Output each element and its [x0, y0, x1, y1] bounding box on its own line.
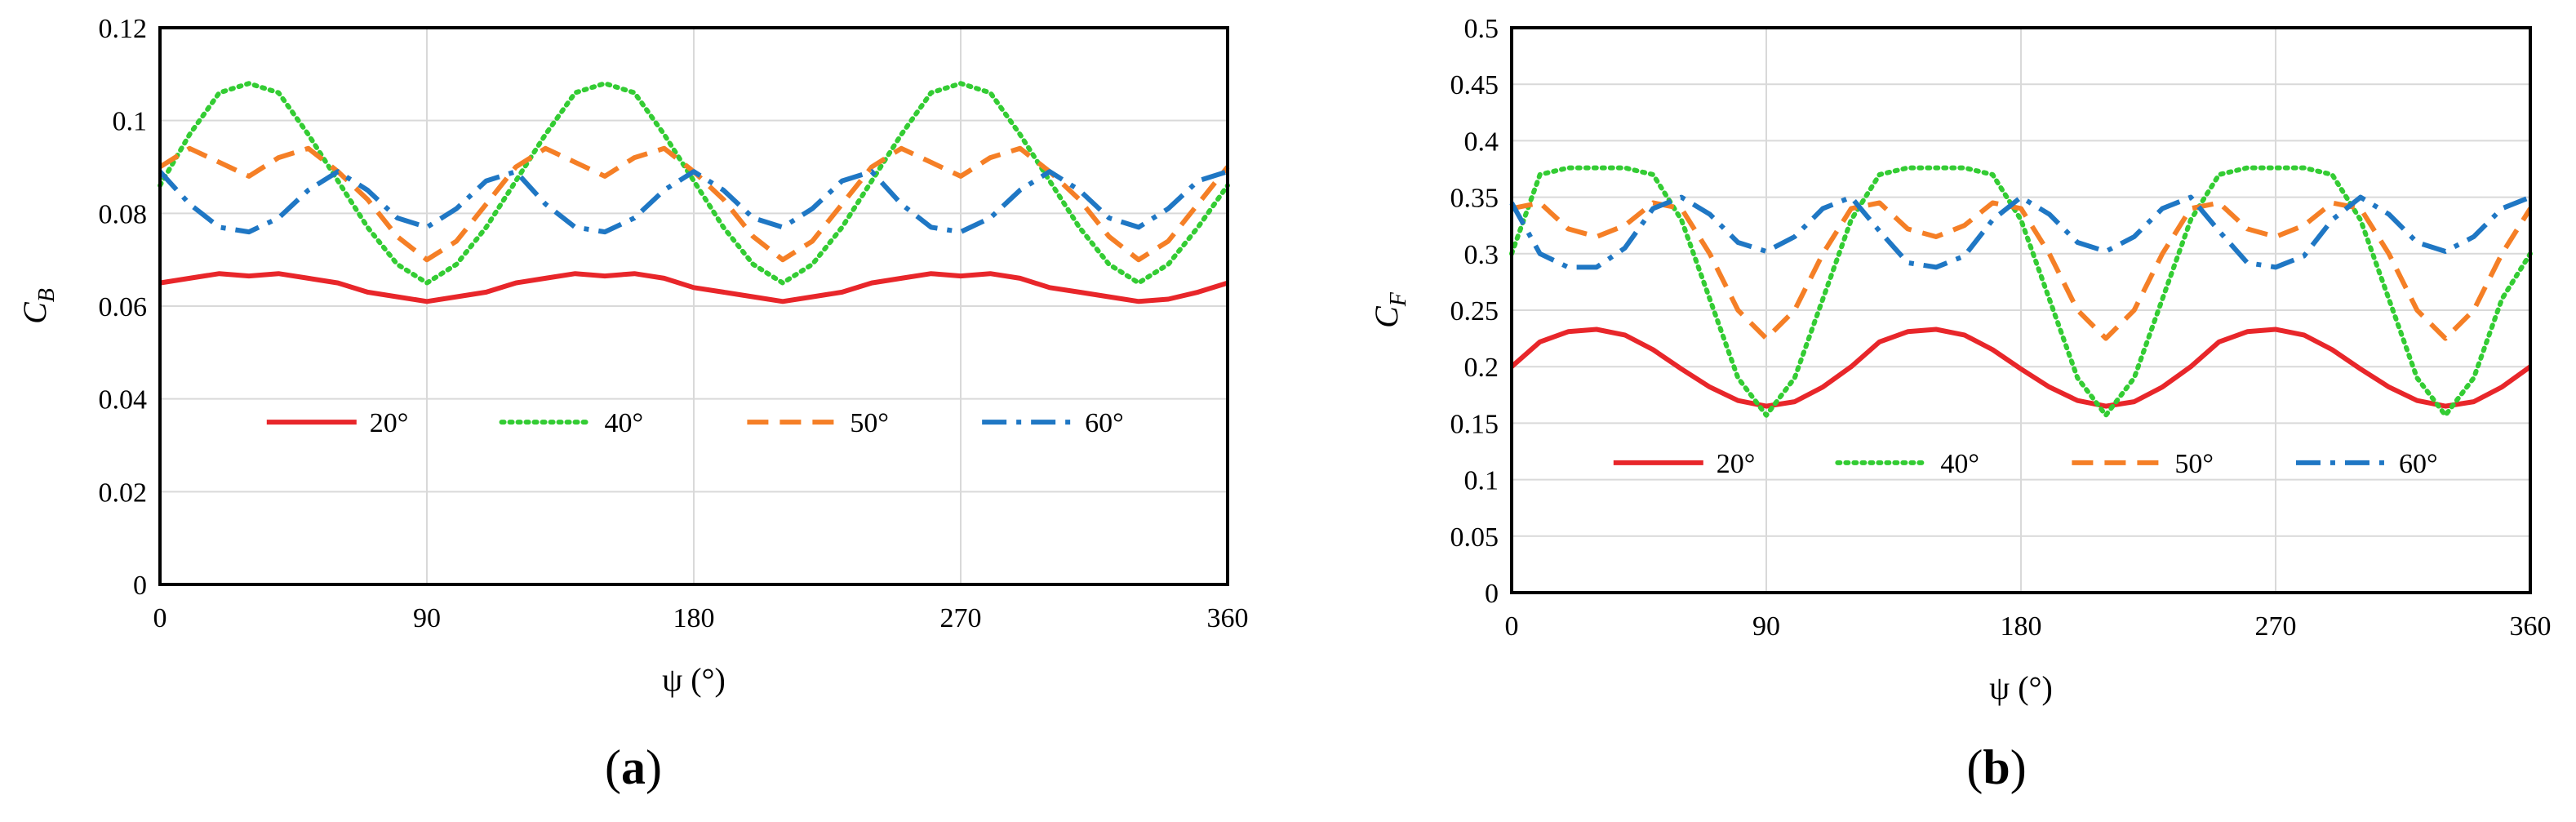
- y-tick-label: 0.45: [1450, 70, 1499, 100]
- x-tick-label: 270: [2255, 611, 2297, 642]
- series-line-20deg: [1510, 327, 2532, 409]
- x-tick-label: 270: [940, 603, 982, 633]
- series-line-20deg: [159, 271, 1228, 304]
- y-tick-label: 0: [133, 571, 147, 601]
- y-axis-label: CB: [16, 288, 60, 324]
- y-tick-label: 0.2: [1464, 353, 1499, 383]
- y-tick-label: 0.5: [1464, 14, 1499, 44]
- chart-panel-a: 0 0.02 0.04 0.06 0.08 0.1 0.12 0 90 180 270 360 ψ (°…: [16, 14, 1249, 794]
- x-tick-label: 360: [1207, 603, 1249, 633]
- legend-label: 60°: [1085, 408, 1124, 438]
- x-tick-label: 180: [2001, 611, 2042, 642]
- series-line-60deg: [1509, 194, 2532, 270]
- x-axis-label: ψ (°): [1989, 669, 2053, 706]
- y-tick-label: 0.35: [1450, 184, 1499, 214]
- legend-label: 20°: [1717, 449, 1756, 479]
- x-tick-label: 90: [1752, 611, 1780, 642]
- y-tick-label: 0.12: [99, 14, 148, 44]
- panel-label: (a): [605, 740, 662, 794]
- y-tick-label: 0.1: [113, 107, 148, 137]
- panel-label: (b): [1966, 740, 2026, 794]
- y-tick-label: 0.4: [1464, 127, 1499, 157]
- x-tick-label: 90: [413, 603, 441, 633]
- y-tick-label: 0.15: [1450, 409, 1499, 439]
- series-line-50deg: [1511, 200, 2533, 341]
- y-tick-label: 0.25: [1450, 296, 1499, 327]
- plot-frame: [158, 26, 1229, 586]
- legend-label: 50°: [2174, 449, 2214, 479]
- y-axis-label: CF: [1368, 291, 1411, 328]
- y-tick-label: 0.02: [99, 478, 148, 508]
- legend-label: 40°: [605, 408, 644, 438]
- chart-panel-b: 0 0.05 0.1 0.15 0.2 0.25 0.3 0.35 0.4 0.45 0.5 0 90 1…: [1368, 14, 2552, 794]
- y-tick-label: 0.3: [1464, 240, 1499, 270]
- y-tick-label: 0.04: [99, 385, 148, 415]
- series-line-40deg: [1509, 165, 2533, 418]
- x-tick-label: 180: [673, 603, 715, 633]
- y-tick-label: 0.05: [1450, 522, 1499, 553]
- y-tick-label: 0.08: [99, 199, 148, 229]
- x-axis-label: ψ (°): [662, 661, 726, 698]
- series-line-60deg: [158, 169, 1228, 235]
- series-line-40deg: [158, 81, 1230, 286]
- x-tick-label: 360: [2510, 611, 2552, 642]
- y-tick-label: 0: [1485, 579, 1499, 609]
- legend-label: 40°: [1940, 449, 1979, 479]
- x-tick-label: 0: [153, 603, 167, 633]
- legend-label: 60°: [2399, 449, 2438, 479]
- plot-frame: [1510, 26, 2532, 594]
- y-tick-label: 0.06: [99, 292, 148, 322]
- y-tick-label: 0.1: [1464, 466, 1499, 496]
- legend-label: 50°: [850, 408, 889, 438]
- legend-label: 20°: [370, 408, 409, 438]
- x-tick-label: 0: [1505, 611, 1519, 642]
